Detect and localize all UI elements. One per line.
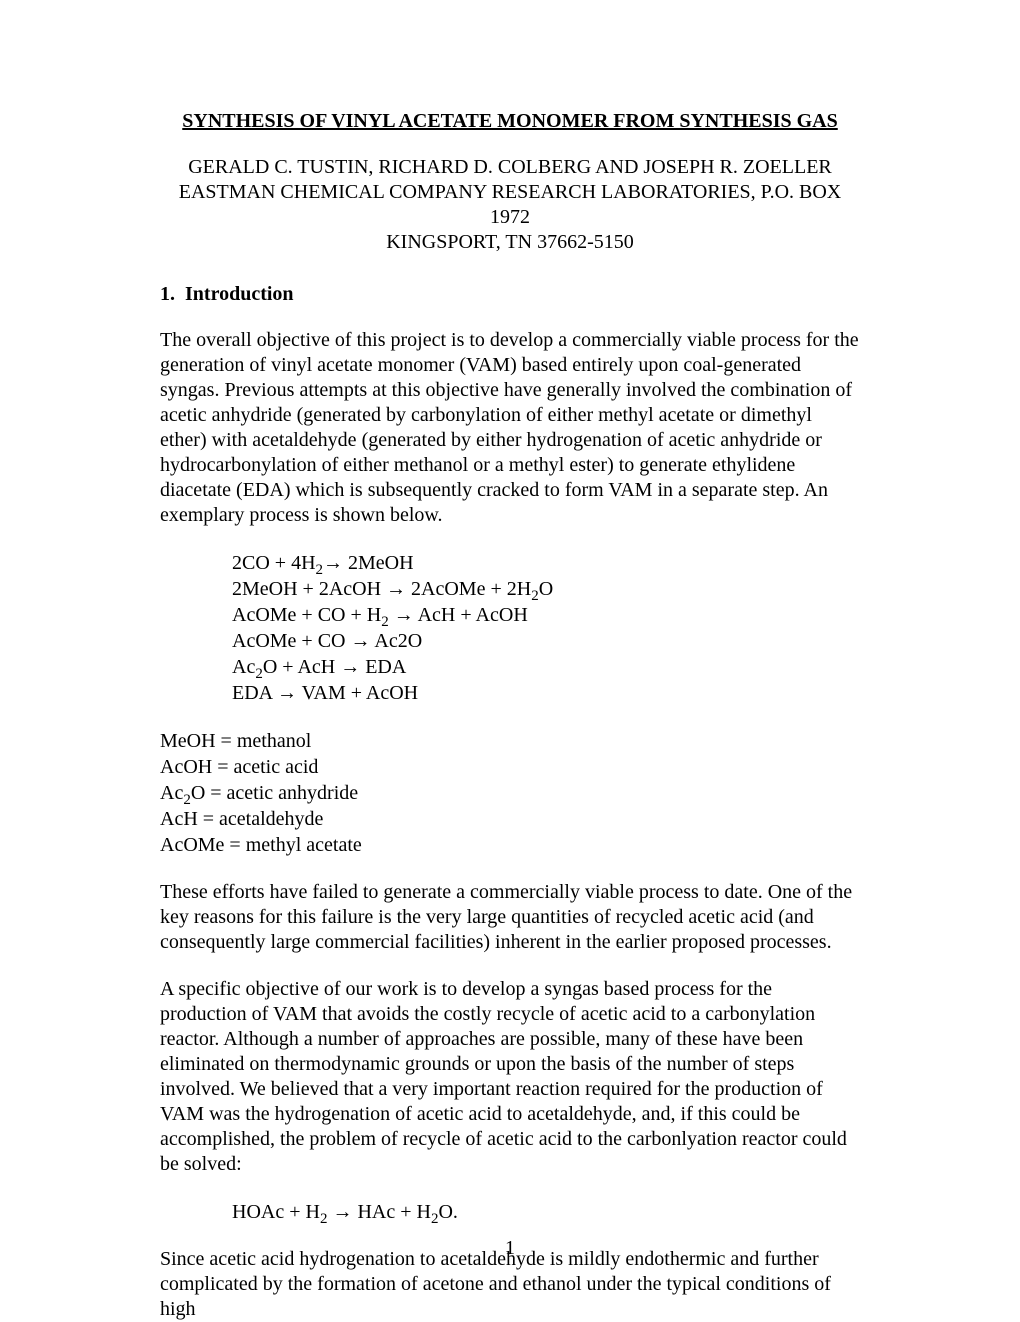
- equation-6: EDA → VAM + AcOH: [232, 680, 860, 706]
- paragraph-3: A specific objective of our work is to d…: [160, 977, 860, 1177]
- paragraph-1: The overall objective of this project is…: [160, 328, 860, 528]
- paragraph-2: These efforts have failed to generate a …: [160, 880, 860, 955]
- author-block: GERALD C. TUSTIN, RICHARD D. COLBERG AND…: [160, 155, 860, 255]
- equation-2: 2MeOH + 2AcOH → 2AcOMe + 2H2O: [232, 576, 860, 602]
- equation-5: Ac2O + AcH → EDA: [232, 654, 860, 680]
- section-number: 1.: [160, 283, 175, 305]
- definitions-block: MeOH = methanol AcOH = acetic acid Ac2O …: [160, 728, 860, 858]
- definition-4: AcH = acetaldehyde: [160, 806, 860, 832]
- definition-2: AcOH = acetic acid: [160, 754, 860, 780]
- definition-5: AcOMe = methyl acetate: [160, 832, 860, 858]
- section-heading: 1. Introduction: [160, 283, 860, 306]
- definition-1: MeOH = methanol: [160, 728, 860, 754]
- page-number: 1: [505, 1237, 515, 1260]
- equation-3: AcOMe + CO + H2 → AcH + AcOH: [232, 602, 860, 628]
- author-line-2: EASTMAN CHEMICAL COMPANY RESEARCH LABORA…: [179, 181, 842, 228]
- author-line-1: GERALD C. TUSTIN, RICHARD D. COLBERG AND…: [188, 156, 832, 178]
- section-title: Introduction: [185, 283, 294, 305]
- author-line-3: KINGSPORT, TN 37662-5150: [386, 231, 634, 253]
- equation-single: HOAc + H2 → HAc + H2O.: [232, 1199, 860, 1225]
- equation-1: 2CO + 4H2→ 2MeOH: [232, 550, 860, 576]
- equation-block: 2CO + 4H2→ 2MeOH 2MeOH + 2AcOH → 2AcOMe …: [232, 550, 860, 706]
- equation-4: AcOMe + CO → Ac2O: [232, 628, 860, 654]
- document-title: SYNTHESIS OF VINYL ACETATE MONOMER FROM …: [160, 110, 860, 133]
- definition-3: Ac2O = acetic anhydride: [160, 780, 860, 806]
